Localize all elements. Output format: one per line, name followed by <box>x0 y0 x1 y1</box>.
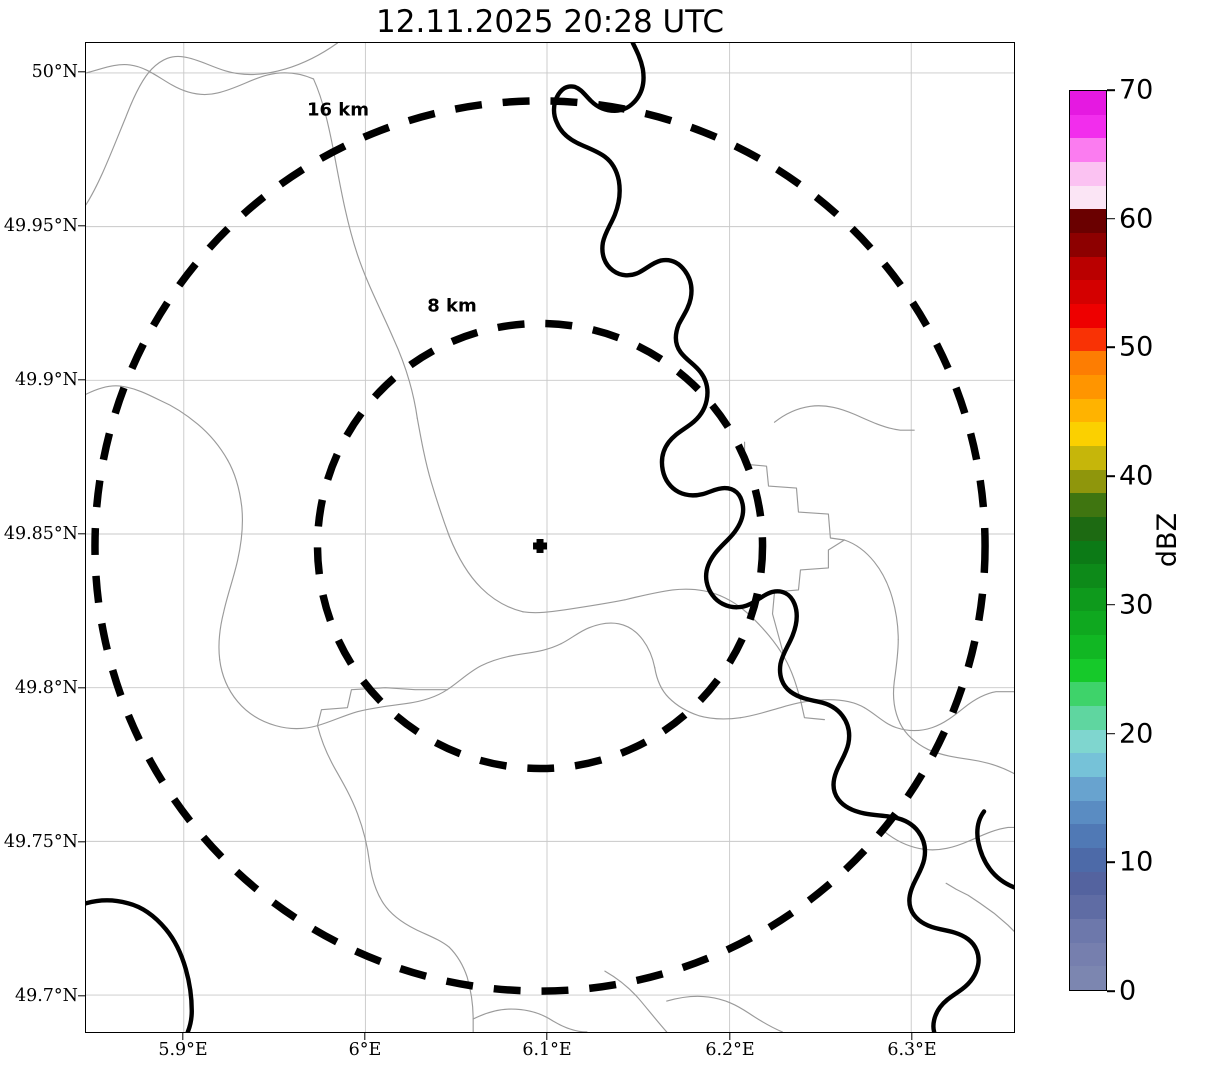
colorbar-band <box>1070 279 1106 304</box>
y-tick-label: 49.7°N <box>14 986 78 1006</box>
colorbar-tick-mark <box>1107 732 1115 735</box>
colorbar-tick-mark <box>1107 217 1115 220</box>
x-tick-label: 5.9°E <box>158 1040 208 1060</box>
colorbar-band <box>1070 965 1106 990</box>
colorbar-band <box>1070 468 1106 494</box>
national-border <box>86 43 1014 1032</box>
colorbar-band <box>1070 942 1106 967</box>
colorbar-band <box>1070 894 1106 920</box>
colorbar-band <box>1070 397 1106 423</box>
colorbar-tick-mark <box>1107 990 1115 992</box>
x-axis: 5.9°E 6°E 6.1°E 6.2°E 6.3°E <box>0 1033 1207 1068</box>
y-tick-label: 49.8°N <box>14 678 78 698</box>
colorbar-band <box>1070 729 1106 754</box>
colorbar-tick-mark <box>1107 346 1115 349</box>
colorbar-band <box>1070 705 1106 730</box>
colorbar[interactable] <box>1069 90 1107 991</box>
colorbar-band <box>1070 232 1106 257</box>
y-tick-label: 50°N <box>31 62 78 82</box>
map-plot-area[interactable] <box>85 42 1015 1033</box>
colorbar-band <box>1070 752 1106 778</box>
x-tick-mark <box>911 1033 913 1040</box>
y-tick-mark <box>78 533 85 535</box>
y-tick-label: 49.9°N <box>14 370 78 390</box>
municipal-boundaries <box>86 43 1014 1032</box>
colorbar-band <box>1070 492 1106 517</box>
colorbar-band <box>1070 421 1106 446</box>
colorbar-band <box>1070 303 1106 328</box>
x-tick-mark <box>364 1033 366 1040</box>
colorbar-tick-label: 60 <box>1119 203 1154 235</box>
range-ring-label-8km: 8 km <box>427 295 477 317</box>
colorbar-axis-label: dBZ <box>1152 512 1183 568</box>
y-tick-mark <box>78 225 85 227</box>
y-tick-label: 49.75°N <box>3 832 78 852</box>
colorbar-tick-label: 40 <box>1119 460 1154 492</box>
y-tick-mark <box>78 995 85 997</box>
y-tick-mark <box>78 71 85 73</box>
colorbar-tick-mark <box>1107 475 1115 477</box>
x-tick-mark <box>729 1033 731 1040</box>
colorbar-band <box>1070 91 1106 115</box>
colorbar-band <box>1070 800 1106 825</box>
colorbar-band <box>1070 161 1106 186</box>
gridlines <box>86 43 1014 1032</box>
colorbar-band <box>1070 539 1106 565</box>
x-tick-mark <box>546 1033 548 1040</box>
colorbar-tick-label: 70 <box>1119 74 1154 106</box>
colorbar-band <box>1070 327 1106 352</box>
colorbar-band <box>1070 256 1106 281</box>
colorbar-tick-mark <box>1107 604 1115 606</box>
colorbar-tick-label: 50 <box>1119 331 1154 363</box>
colorbar-band <box>1070 918 1106 943</box>
colorbar-band <box>1070 445 1106 470</box>
x-tick-label: 6°E <box>348 1040 382 1060</box>
y-tick-mark <box>78 687 85 689</box>
y-tick-label: 49.85°N <box>3 524 78 544</box>
colorbar-band <box>1070 114 1106 139</box>
x-tick-mark <box>182 1033 184 1040</box>
colorbar-tick-mark <box>1107 861 1115 864</box>
x-tick-label: 6.2°E <box>705 1040 755 1060</box>
colorbar-tick-label: 30 <box>1119 589 1154 621</box>
radar-center-marker <box>533 538 548 553</box>
colorbar-band <box>1070 374 1106 399</box>
colorbar-band <box>1070 137 1106 162</box>
colorbar-band <box>1070 776 1106 801</box>
colorbar-tick-label: 10 <box>1119 846 1154 878</box>
range-ring-label-16km: 16 km <box>306 99 370 121</box>
colorbar-band <box>1070 563 1106 588</box>
x-tick-label: 6.1°E <box>522 1040 572 1060</box>
y-tick-mark <box>78 841 85 843</box>
colorbar-band <box>1070 610 1106 636</box>
range-rings <box>91 97 989 995</box>
y-tick-mark <box>78 379 85 381</box>
map-canvas <box>86 43 1014 1032</box>
y-axis: 50°N 49.95°N 49.9°N 49.85°N 49.8°N 49.75… <box>0 42 85 1033</box>
colorbar-tick-mark <box>1107 89 1115 91</box>
colorbar-band <box>1070 847 1106 872</box>
colorbar-band <box>1070 871 1106 896</box>
colorbar-tick-label: 20 <box>1119 718 1154 750</box>
colorbar-band <box>1070 587 1106 612</box>
page-title: 12.11.2025 20:28 UTC <box>376 4 724 40</box>
colorbar-band <box>1070 823 1106 849</box>
colorbar-band <box>1070 658 1106 683</box>
colorbar-band <box>1070 516 1106 541</box>
colorbar-band <box>1070 185 1106 210</box>
colorbar-band <box>1070 208 1106 233</box>
range-ring-16km <box>91 97 989 995</box>
colorbar-ticks: 0 10 20 30 40 50 60 70 <box>1069 75 1199 1007</box>
colorbar-band <box>1070 350 1106 375</box>
range-ring-8km <box>313 319 767 773</box>
colorbar-band <box>1070 681 1106 707</box>
colorbar-tick-label: 0 <box>1119 975 1137 1007</box>
x-tick-label: 6.3°E <box>887 1040 937 1060</box>
y-tick-label: 49.95°N <box>3 216 78 236</box>
colorbar-band <box>1070 634 1106 659</box>
